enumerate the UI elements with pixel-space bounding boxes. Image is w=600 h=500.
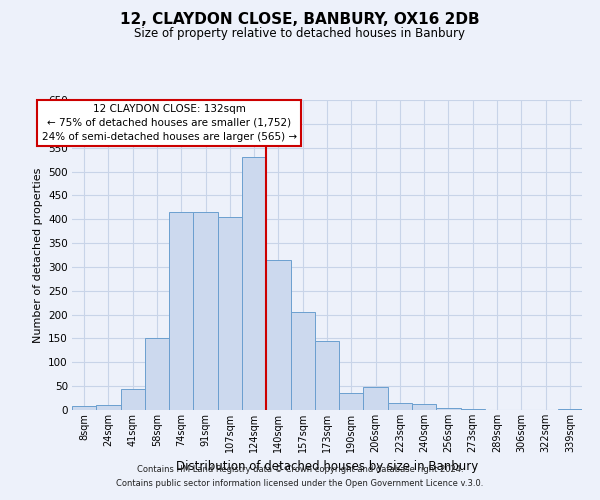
Y-axis label: Number of detached properties: Number of detached properties	[32, 168, 43, 342]
Bar	[436, 408, 461, 410]
Bar	[72, 406, 96, 410]
Text: Size of property relative to detached houses in Banbury: Size of property relative to detached ho…	[134, 28, 466, 40]
Bar	[364, 386, 388, 410]
Text: 12, CLAYDON CLOSE, BANBURY, OX16 2DB: 12, CLAYDON CLOSE, BANBURY, OX16 2DB	[120, 12, 480, 28]
Bar	[145, 338, 169, 410]
Bar	[290, 312, 315, 410]
Bar	[315, 341, 339, 410]
Bar	[266, 260, 290, 410]
X-axis label: Distribution of detached houses by size in Banbury: Distribution of detached houses by size …	[176, 460, 478, 473]
Bar	[339, 394, 364, 410]
Bar	[218, 217, 242, 410]
Bar	[461, 409, 485, 410]
Text: Contains HM Land Registry data © Crown copyright and database right 2024.
Contai: Contains HM Land Registry data © Crown c…	[116, 466, 484, 487]
Bar	[242, 157, 266, 410]
Bar	[121, 389, 145, 410]
Text: 12 CLAYDON CLOSE: 132sqm
← 75% of detached houses are smaller (1,752)
24% of sem: 12 CLAYDON CLOSE: 132sqm ← 75% of detach…	[41, 104, 297, 142]
Bar	[193, 212, 218, 410]
Bar	[412, 404, 436, 410]
Bar	[388, 403, 412, 410]
Bar	[169, 212, 193, 410]
Bar	[96, 405, 121, 410]
Bar	[558, 409, 582, 410]
